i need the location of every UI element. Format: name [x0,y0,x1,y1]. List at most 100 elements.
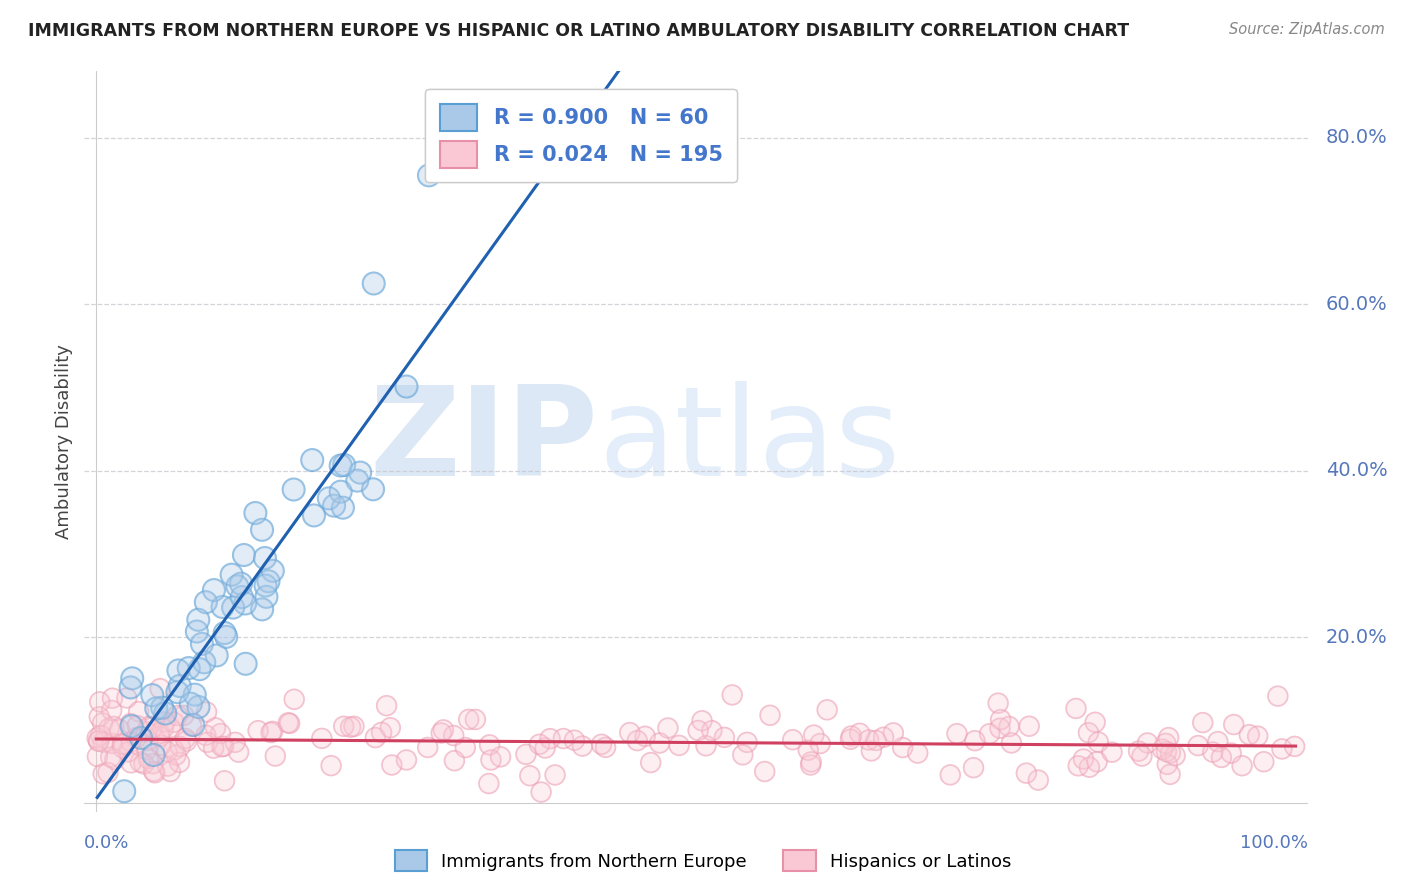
Point [418,169,440,183]
Point [211,739,233,754]
Point [91,735,114,749]
Point [803,728,825,742]
Point [235,657,257,671]
Point [136,733,159,747]
Point [177,661,200,675]
Point [111,741,134,756]
Point [907,746,929,760]
Point [318,491,340,506]
Point [100,703,122,717]
Point [990,713,1012,727]
Point [112,784,135,798]
Point [329,484,352,499]
Point [152,722,174,736]
Point [595,740,617,755]
Point [121,671,143,685]
Point [103,719,125,733]
Point [1222,717,1244,731]
Point [416,740,439,755]
Point [169,679,191,693]
Point [1154,736,1177,750]
Point [343,719,366,733]
Point [321,758,343,772]
Point [301,453,323,467]
Point [260,725,283,739]
Point [839,729,862,743]
Point [169,739,191,754]
Point [262,724,284,739]
Point [381,758,404,772]
Point [120,735,142,749]
Point [939,768,962,782]
Point [1130,749,1153,764]
Point [1271,742,1294,756]
Point [229,576,252,591]
Point [180,719,202,733]
Point [695,739,717,753]
Point [87,734,110,748]
Point [155,706,177,721]
Point [1156,757,1178,772]
Point [634,729,657,743]
Point [180,697,202,711]
Point [149,681,172,696]
Point [169,739,191,754]
Point [1220,746,1243,760]
Point [1253,755,1275,769]
Point [166,708,188,723]
Point [1211,750,1233,764]
Point [166,685,188,699]
Point [361,483,384,497]
Point [180,697,202,711]
Point [464,713,486,727]
Point [321,758,343,772]
Point [515,747,537,762]
Point [865,733,887,747]
Point [232,548,254,562]
Point [142,720,165,734]
Point [145,701,167,715]
Point [89,695,111,709]
Point [800,758,823,772]
Point [839,729,862,743]
Point [721,688,744,702]
Point [254,578,277,592]
Text: atlas: atlas [598,381,900,502]
Point [1202,745,1225,759]
Point [1128,744,1150,758]
Point [143,765,166,780]
Point [349,466,371,480]
Point [224,735,246,749]
Text: 20.0%: 20.0% [1326,628,1388,647]
Point [700,723,723,738]
Point [226,579,249,593]
Point [443,729,465,743]
Point [1000,736,1022,750]
Point [204,721,226,735]
Point [278,716,301,731]
Point [136,733,159,747]
Point [318,491,340,506]
Point [129,755,152,769]
Point [214,626,236,640]
Point [174,731,197,746]
Point [120,681,142,695]
Point [128,705,150,719]
Point [127,718,149,732]
Point [142,756,165,771]
Point [464,713,486,727]
Point [214,773,236,788]
Point [111,741,134,756]
Point [115,690,138,705]
Point [343,719,366,733]
Point [195,735,218,749]
Point [1067,759,1090,773]
Point [173,708,195,723]
Point [1084,715,1107,730]
Point [860,744,883,758]
Point [187,613,209,627]
Point [571,739,593,753]
Point [872,730,894,744]
Point [375,698,398,713]
Point [946,727,969,741]
